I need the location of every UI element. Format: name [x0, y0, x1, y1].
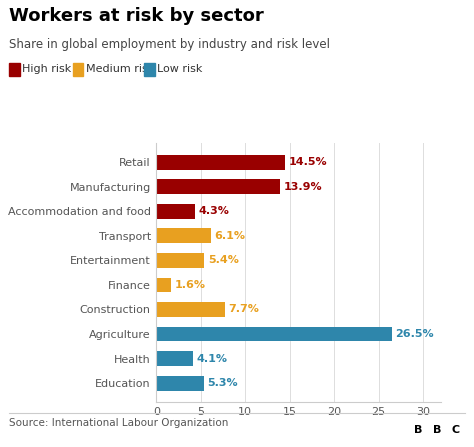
- Bar: [156, 351, 193, 366]
- Text: 26.5%: 26.5%: [395, 329, 434, 339]
- Bar: [156, 302, 225, 317]
- Bar: [156, 155, 285, 169]
- Bar: [410, 418, 427, 443]
- Bar: [156, 327, 392, 342]
- Text: 5.3%: 5.3%: [207, 378, 237, 388]
- Bar: [156, 253, 204, 268]
- Text: B: B: [414, 425, 422, 435]
- Text: 13.9%: 13.9%: [283, 182, 322, 192]
- Text: 5.4%: 5.4%: [208, 255, 239, 266]
- Text: 14.5%: 14.5%: [289, 157, 328, 167]
- Bar: [428, 418, 445, 443]
- Text: Medium risk: Medium risk: [86, 64, 154, 74]
- Bar: [156, 179, 280, 194]
- Text: 1.6%: 1.6%: [174, 280, 205, 290]
- Text: Low risk: Low risk: [157, 64, 202, 74]
- Text: Workers at risk by sector: Workers at risk by sector: [9, 7, 264, 25]
- Bar: [447, 418, 464, 443]
- Text: High risk: High risk: [22, 64, 72, 74]
- Bar: [156, 376, 203, 391]
- Bar: [156, 204, 195, 219]
- Text: Share in global employment by industry and risk level: Share in global employment by industry a…: [9, 38, 330, 51]
- Bar: [156, 278, 171, 292]
- Text: 6.1%: 6.1%: [214, 231, 245, 241]
- Text: 4.3%: 4.3%: [198, 207, 229, 216]
- Text: C: C: [451, 425, 460, 435]
- Text: Source: International Labour Organization: Source: International Labour Organizatio…: [9, 418, 229, 428]
- Bar: [156, 228, 210, 243]
- Text: 4.1%: 4.1%: [196, 354, 228, 363]
- Text: 7.7%: 7.7%: [228, 304, 259, 315]
- Text: B: B: [433, 425, 441, 435]
